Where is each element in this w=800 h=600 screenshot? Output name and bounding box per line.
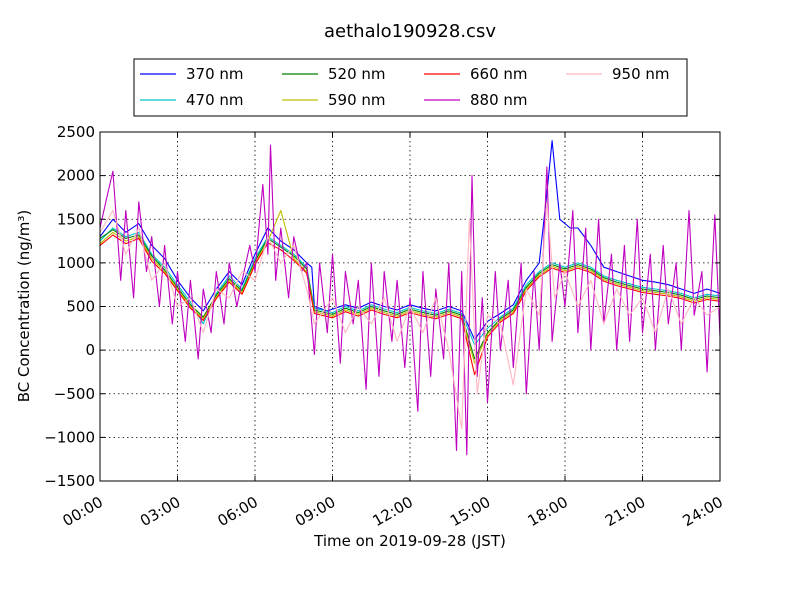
series-line-520-nm [99, 229, 721, 360]
y-tick-label: 0 [85, 341, 95, 359]
legend-label: 660 nm [470, 65, 528, 83]
series-line-880-nm [99, 144, 721, 456]
x-tick-label: 18:00 [525, 493, 571, 530]
legend-box [133, 58, 688, 117]
y-axis-label: BC Concentration (ng/m³) [15, 210, 33, 403]
y-tick-label: −500 [54, 385, 95, 403]
ticks: 00:00 03:00 06:00 09:00 12:00 15:00 18:00 21:00… [44, 123, 726, 530]
series-line-660-nm [99, 234, 721, 376]
legend-label: 590 nm [328, 91, 386, 109]
x-tick-label: 15:00 [447, 493, 493, 530]
legend: 370 nm 470 nm 520 nm 590 nm 660 nm 880 nm 950 … [133, 58, 688, 117]
x-tick-label: 09:00 [292, 493, 338, 530]
x-tick-label: 12:00 [370, 493, 416, 530]
legend-label: 880 nm [470, 91, 528, 109]
y-tick-label: 1000 [57, 254, 95, 272]
series-line-950-nm [99, 201, 721, 430]
series-line-590-nm [99, 209, 721, 364]
chart-title: aethalo190928.csv [324, 21, 496, 42]
x-tick-label: 03:00 [137, 493, 183, 530]
legend-label: 520 nm [328, 65, 386, 83]
x-tick-label: 21:00 [602, 493, 648, 530]
y-tick-label: −1000 [44, 428, 95, 446]
y-tick-label: 1500 [57, 210, 95, 228]
legend-label: 370 nm [186, 65, 244, 83]
legend-label: 470 nm [186, 91, 244, 109]
y-tick-label: 2500 [57, 123, 95, 141]
legend-entry: 470 nm [140, 91, 244, 109]
legend-label: 950 nm [612, 65, 670, 83]
x-tick-label: 24:00 [680, 493, 726, 530]
legend-entry: 590 nm [282, 91, 386, 109]
y-tick-label: −1500 [44, 472, 95, 490]
legend-entry: 880 nm [424, 91, 528, 109]
legend-entry: 950 nm [566, 65, 670, 83]
x-tick-label: 00:00 [60, 493, 106, 530]
plot-frame [99, 131, 721, 482]
legend-entry: 370 nm [140, 65, 244, 83]
x-tick-label: 06:00 [215, 493, 261, 530]
legend-entry: 520 nm [282, 65, 386, 83]
y-tick-label: 2000 [57, 167, 95, 185]
plot-series [99, 140, 721, 456]
x-axis-label: Time on 2019-09-28 (JST) [313, 532, 506, 550]
y-tick-label: 500 [66, 298, 95, 316]
legend-entry: 660 nm [424, 65, 528, 83]
